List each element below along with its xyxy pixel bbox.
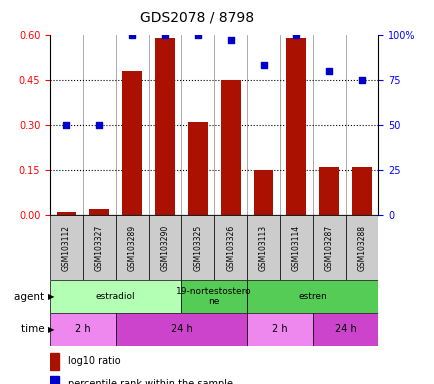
Text: GSM103326: GSM103326 [226,225,235,271]
Bar [352,167,371,215]
Point [260,62,266,68]
Bar [50,280,181,313]
Bar [345,215,378,280]
Point [227,37,233,43]
Text: GSM103290: GSM103290 [160,225,169,271]
Bar [122,71,141,215]
Bar [82,215,115,280]
Point [63,122,70,128]
Bar [247,215,279,280]
Bar [50,215,82,280]
Bar [56,212,76,215]
Bar [181,280,247,313]
Bar [286,38,306,215]
Bar [312,313,378,346]
Text: estren: estren [298,292,326,301]
Text: GSM103287: GSM103287 [324,225,333,271]
Text: GSM103114: GSM103114 [291,225,300,271]
Text: ▶: ▶ [48,292,54,301]
Text: GDS2078 / 8798: GDS2078 / 8798 [139,11,253,25]
Bar [148,215,181,280]
Point [95,122,102,128]
Bar [115,215,148,280]
Bar [50,353,59,370]
Text: GSM103327: GSM103327 [95,225,104,271]
Text: time: time [21,324,48,334]
Bar [181,215,214,280]
Bar [279,215,312,280]
Text: 24 h: 24 h [170,324,192,334]
Text: percentile rank within the sample: percentile rank within the sample [68,379,233,384]
Point [128,31,135,38]
Point [194,31,201,38]
Bar [214,215,247,280]
Text: GSM103113: GSM103113 [258,225,267,271]
Text: estradiol: estradiol [95,292,135,301]
Bar [312,215,345,280]
Bar [50,376,59,384]
Text: ▶: ▶ [48,325,54,334]
Point [325,68,332,74]
Text: GSM103289: GSM103289 [127,225,136,271]
Bar [319,167,338,215]
Text: GSM103288: GSM103288 [357,225,366,271]
Point [358,77,365,83]
Bar [89,209,109,215]
Bar [115,313,247,346]
Bar [220,80,240,215]
Point [161,31,168,38]
Text: 2 h: 2 h [272,324,287,334]
Bar [155,38,174,215]
Text: GSM103325: GSM103325 [193,225,202,271]
Point [292,31,299,38]
Text: 2 h: 2 h [75,324,90,334]
Bar [247,280,378,313]
Text: log10 ratio: log10 ratio [68,356,121,366]
Text: GSM103112: GSM103112 [62,225,71,271]
Text: 19-nortestostero
ne: 19-nortestostero ne [176,287,251,306]
Text: agent: agent [14,291,48,302]
Bar [247,313,312,346]
Bar [253,170,273,215]
Bar [50,313,115,346]
Bar [187,122,207,215]
Text: 24 h: 24 h [334,324,356,334]
